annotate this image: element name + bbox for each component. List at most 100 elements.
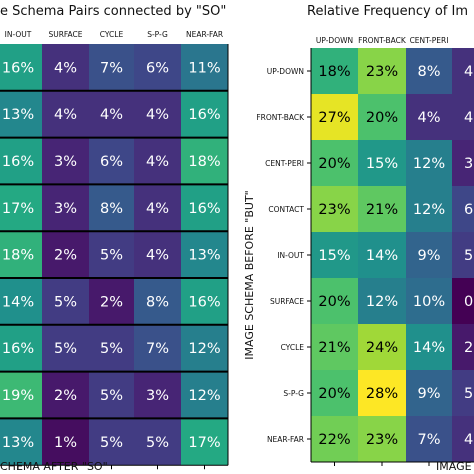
right-cell-label: 20% <box>318 294 350 310</box>
right-heatmap-cell <box>406 48 452 94</box>
left-cell-label: 6% <box>146 60 169 76</box>
left-cell-label: 5% <box>100 248 123 264</box>
left-heatmap-cell <box>42 44 89 91</box>
left-cell-label: 17% <box>2 201 34 217</box>
left-heatmap-cell <box>42 184 89 232</box>
right-y-tick-label: CONTACT <box>268 205 304 214</box>
left-cell-label: 5% <box>54 294 77 310</box>
left-cell-label: 2% <box>54 388 77 404</box>
left-heatmap-cell <box>181 137 228 185</box>
left-cell-label: 7% <box>146 341 169 357</box>
left-cell-label: 14% <box>2 294 34 310</box>
right-heatmap-cell <box>452 324 474 370</box>
right-heatmap-cell <box>452 232 474 278</box>
right-cell-label: 4% <box>417 110 440 126</box>
right-heatmap-cell <box>311 48 358 94</box>
right-heatmap-cell <box>358 232 406 278</box>
left-cell-label: 16% <box>2 60 34 76</box>
left-cell-label: 1% <box>54 435 77 451</box>
right-cell-label: 22% <box>318 432 350 448</box>
left-heatmap-cell <box>134 231 181 278</box>
right-cell-label: 5% <box>464 248 474 264</box>
left-cell-label: 4% <box>146 201 169 217</box>
right-y-tick-label: NEAR-FAR <box>267 435 304 444</box>
right-cell-label: 20% <box>318 386 350 402</box>
right-cell-label: 21% <box>318 340 350 356</box>
right-y-tick-label: IN-OUT <box>277 251 304 260</box>
right-heatmap-cell <box>452 48 474 94</box>
left-heatmap-cell <box>0 44 42 91</box>
right-heatmap-cell <box>406 94 452 140</box>
left-cell-label: 3% <box>54 154 77 170</box>
left-heatmap-cell <box>42 324 89 372</box>
left-heatmap-cell <box>89 324 134 372</box>
left-heatmap-cell <box>89 184 134 232</box>
left-heatmap-cell <box>42 231 89 278</box>
right-heatmap-cell <box>452 94 474 140</box>
left-cell-label: 2% <box>100 294 123 310</box>
left-heatmap-cell <box>89 418 134 466</box>
left-heatmap-cell <box>0 90 42 138</box>
right-cell-label: 20% <box>366 110 398 126</box>
right-heatmap-cell <box>311 416 358 462</box>
left-cell-label: 12% <box>188 341 220 357</box>
left-heatmap-cell <box>181 371 228 419</box>
right-cell-label: 3% <box>464 156 474 172</box>
left-cell-label: 5% <box>100 388 123 404</box>
left-heatmap-cell <box>0 184 42 232</box>
left-chart-title: e Schema Pairs connected by "SO" <box>0 4 226 19</box>
left-cell-label: 13% <box>2 435 34 451</box>
right-cell-label: 2% <box>464 340 474 356</box>
left-heatmap-cell <box>89 90 134 138</box>
left-cell-label: 5% <box>100 341 123 357</box>
right-cell-label: 23% <box>366 64 398 80</box>
right-cell-label: 4% <box>464 432 474 448</box>
left-x-axis-label: CHEMA AFTER "SO" <box>0 460 108 473</box>
right-y-tick-label: FRONT-BACK <box>256 113 305 122</box>
left-heatmap-cell <box>89 137 134 185</box>
right-heatmap-cell <box>452 278 474 324</box>
right-heatmap-panel: Relative Frequency of Im UP-DOWN FRONT-BAC… <box>243 4 474 473</box>
left-heatmap-cell <box>181 90 228 138</box>
right-heatmap-cell <box>406 278 452 324</box>
right-heatmap-cell <box>358 416 406 462</box>
right-x-tick-label: CENT-PERI <box>410 36 449 45</box>
left-heatmap-cell <box>134 90 181 138</box>
left-cell-label: 6% <box>100 154 123 170</box>
left-cell-label: 19% <box>2 388 34 404</box>
left-cell-label: 16% <box>2 154 34 170</box>
right-heatmap-cell <box>311 324 358 370</box>
left-heatmap-cell <box>181 278 228 325</box>
right-heatmap-cell <box>406 140 452 186</box>
right-heatmap-cell <box>358 324 406 370</box>
right-heatmap-cell <box>311 370 358 416</box>
left-cell-label: 3% <box>54 201 77 217</box>
right-cell-label: 8% <box>417 64 440 80</box>
left-heatmap-cell <box>89 231 134 278</box>
left-heatmap-cell <box>181 418 228 466</box>
right-cell-label: 6% <box>464 202 474 218</box>
left-cell-label: 5% <box>146 435 169 451</box>
left-cell-label: 13% <box>2 107 34 123</box>
right-cell-label: 5% <box>464 386 474 402</box>
left-cell-label: 16% <box>2 341 34 357</box>
right-cell-label: 23% <box>366 432 398 448</box>
left-cell-label: 2% <box>54 248 77 264</box>
left-cell-label: 13% <box>188 248 220 264</box>
left-cell-label: 18% <box>2 248 34 264</box>
left-cell-label: 3% <box>146 388 169 404</box>
right-heatmap-cell <box>358 48 406 94</box>
right-cell-label: 12% <box>413 202 445 218</box>
right-y-tick-label: CYCLE <box>281 343 305 352</box>
right-cell-label: 15% <box>318 248 350 264</box>
right-heatmap-cell <box>406 186 452 232</box>
right-heatmap-cell <box>311 94 358 140</box>
left-heatmap-cell <box>89 371 134 419</box>
left-cell-label: 4% <box>54 60 77 76</box>
right-heatmap-cell <box>311 140 358 186</box>
right-heatmap-cell <box>406 416 452 462</box>
left-cell-label: 4% <box>54 107 77 123</box>
left-heatmap-cell <box>134 371 181 419</box>
right-chart-title: Relative Frequency of Im <box>307 4 468 19</box>
